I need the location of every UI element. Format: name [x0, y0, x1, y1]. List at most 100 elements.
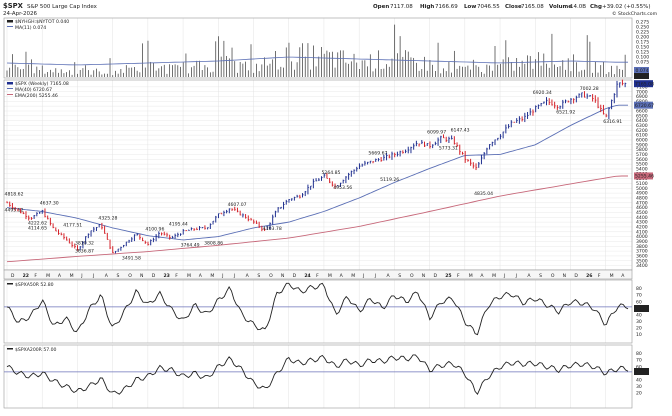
x-tick-label: A: [387, 273, 391, 279]
change-label: Chg: [590, 4, 602, 10]
breadth-tick-label: 0.125: [636, 50, 649, 56]
price-tick-label: 5400: [636, 167, 648, 173]
low-label: Low: [464, 4, 476, 10]
x-tick-label: N: [422, 273, 425, 279]
price-tick-label: 4800: [636, 196, 648, 202]
x-tick-label: 25: [445, 273, 451, 279]
price-tick-label: 4100: [636, 229, 648, 235]
x-tick-label: A: [621, 273, 625, 279]
x-tick-label: M: [492, 273, 496, 279]
x-tick-label: A: [340, 273, 344, 279]
price-annotation: 6147.43: [451, 127, 470, 133]
x-tick-label: J: [233, 273, 235, 279]
ema200-line-path: [6, 175, 628, 263]
breadth-tick-label: 0.075: [636, 60, 649, 66]
pct50-tick-label: 40: [636, 312, 642, 318]
price-tick-label: 4900: [636, 191, 648, 197]
price-annotation: 4637.30: [40, 200, 59, 206]
open-value: 7117.08: [390, 4, 413, 10]
price-annotation: 7002.28: [580, 86, 599, 92]
x-tick-label: S: [117, 273, 120, 279]
breadth-badge: 0.040: [636, 74, 649, 80]
price-annotation: 4177.51: [63, 223, 82, 229]
price-legend-ma40: MA(40) 6720.67: [15, 87, 52, 93]
x-tick-label: N: [563, 273, 566, 279]
pct50-tick-label: 10: [636, 332, 642, 338]
breadth-axis-ticks: 0.2750.2500.2250.2000.1750.1500.1250.100…: [636, 20, 649, 66]
price-badge: 7165.08: [635, 81, 654, 87]
x-tick-label: F: [34, 273, 37, 279]
x-tick-label: D: [574, 273, 578, 279]
breadth-legend: $NYHGH:$NYTOT 0.040 MA(11) 0.074: [7, 19, 69, 31]
x-tick-label: 23: [163, 273, 169, 279]
x-tick-label: J: [221, 273, 223, 279]
price-tick-label: 4300: [636, 220, 648, 226]
breadth-ma-badge-bg: [634, 67, 649, 73]
breadth-badge-bg: [634, 73, 649, 79]
price-tick-label: 4500: [636, 210, 648, 216]
breadth-tick-label: 0.275: [636, 20, 649, 26]
price-tick-label: 3400: [636, 263, 648, 269]
x-tick-label: F: [457, 273, 460, 279]
pct50-tick-label: 70: [636, 293, 642, 299]
price-badge: 6720.67: [635, 103, 654, 109]
breadth-tick-label: 0.150: [636, 45, 649, 51]
x-tick-label: A: [246, 273, 250, 279]
ema200-line: [6, 175, 628, 263]
price-tick-label: 3700: [636, 249, 648, 255]
pct50-tick-label: 20: [636, 325, 642, 331]
pct50-legend: $SPXA50R 52.80: [7, 282, 54, 288]
price-tick-label: 7000: [636, 89, 648, 95]
x-tick-label: 22: [23, 273, 29, 279]
price-tick-label: 6200: [636, 128, 648, 134]
pct200-legend-text: $SPXA200R 57.00: [15, 347, 57, 353]
price-legend-ema200: EMA(200) 5255.46: [15, 93, 58, 99]
price-badges: 7165.08 6720.67 5255.46: [634, 80, 654, 180]
price-legend-series: $SPX (Weekly) 7165.08: [15, 81, 69, 87]
pct200-legend: $SPXA200R 57.00: [7, 347, 57, 353]
pct200-tick-label: 60: [636, 364, 642, 370]
price-tick-label: 4400: [636, 215, 648, 221]
x-tick-label: A: [105, 273, 109, 279]
pct200-badge: 57.00: [636, 370, 649, 376]
x-tick-label: O: [551, 273, 555, 279]
pct50-badge-bg: [634, 305, 649, 312]
x-tick-label: M: [469, 273, 473, 279]
x-tick-label: D: [433, 273, 437, 279]
price-tick-label: 6000: [636, 138, 648, 144]
pct50-legend-text: $SPXA50R 52.80: [15, 282, 54, 288]
price-badge-bg: [634, 172, 653, 180]
price-tick-label: 3800: [636, 244, 648, 250]
pct200-line: [6, 354, 629, 396]
pct50-badge: 52.80: [636, 307, 649, 313]
pct200-tick-label: 80: [636, 351, 642, 357]
x-tick-label: 26: [586, 273, 592, 279]
x-tick-label: S: [257, 273, 260, 279]
symbol-name: S&P 500 Large Cap Index: [27, 4, 98, 10]
price-badge-bg: [634, 101, 653, 109]
low-value: 7046.55: [477, 4, 500, 10]
pct50-tick-label: 60: [636, 299, 642, 305]
price-annotation: 4103.78: [263, 226, 282, 232]
price-annotation: 6316.91: [603, 119, 622, 125]
x-tick-label: F: [316, 273, 319, 279]
breadth-ma-line: [6, 56, 628, 66]
breadth-tick-label: 0.100: [636, 55, 649, 61]
price-annotation: 4325.28: [98, 215, 117, 221]
x-tick-label: J: [515, 273, 517, 279]
breadth-tick-label: 0.250: [636, 25, 649, 31]
volume-label: Volume: [549, 4, 572, 10]
change-value: +39.02 (+0.55%): [602, 4, 650, 10]
price-annotation: 4222.62: [28, 220, 47, 226]
high-label: High: [420, 4, 434, 10]
x-tick-label: J: [503, 273, 505, 279]
price-tick-label: 4600: [636, 205, 648, 211]
breadth-tick-label: 0.225: [636, 30, 649, 36]
price-bars: [6, 79, 627, 254]
pct50-series: [4, 282, 632, 336]
price-annotation: 4114.65: [28, 226, 47, 232]
chart-date: 24-Apr-2026: [3, 11, 38, 17]
x-tick-label: M: [187, 273, 191, 279]
pct200-panel-frame: [3, 344, 633, 409]
